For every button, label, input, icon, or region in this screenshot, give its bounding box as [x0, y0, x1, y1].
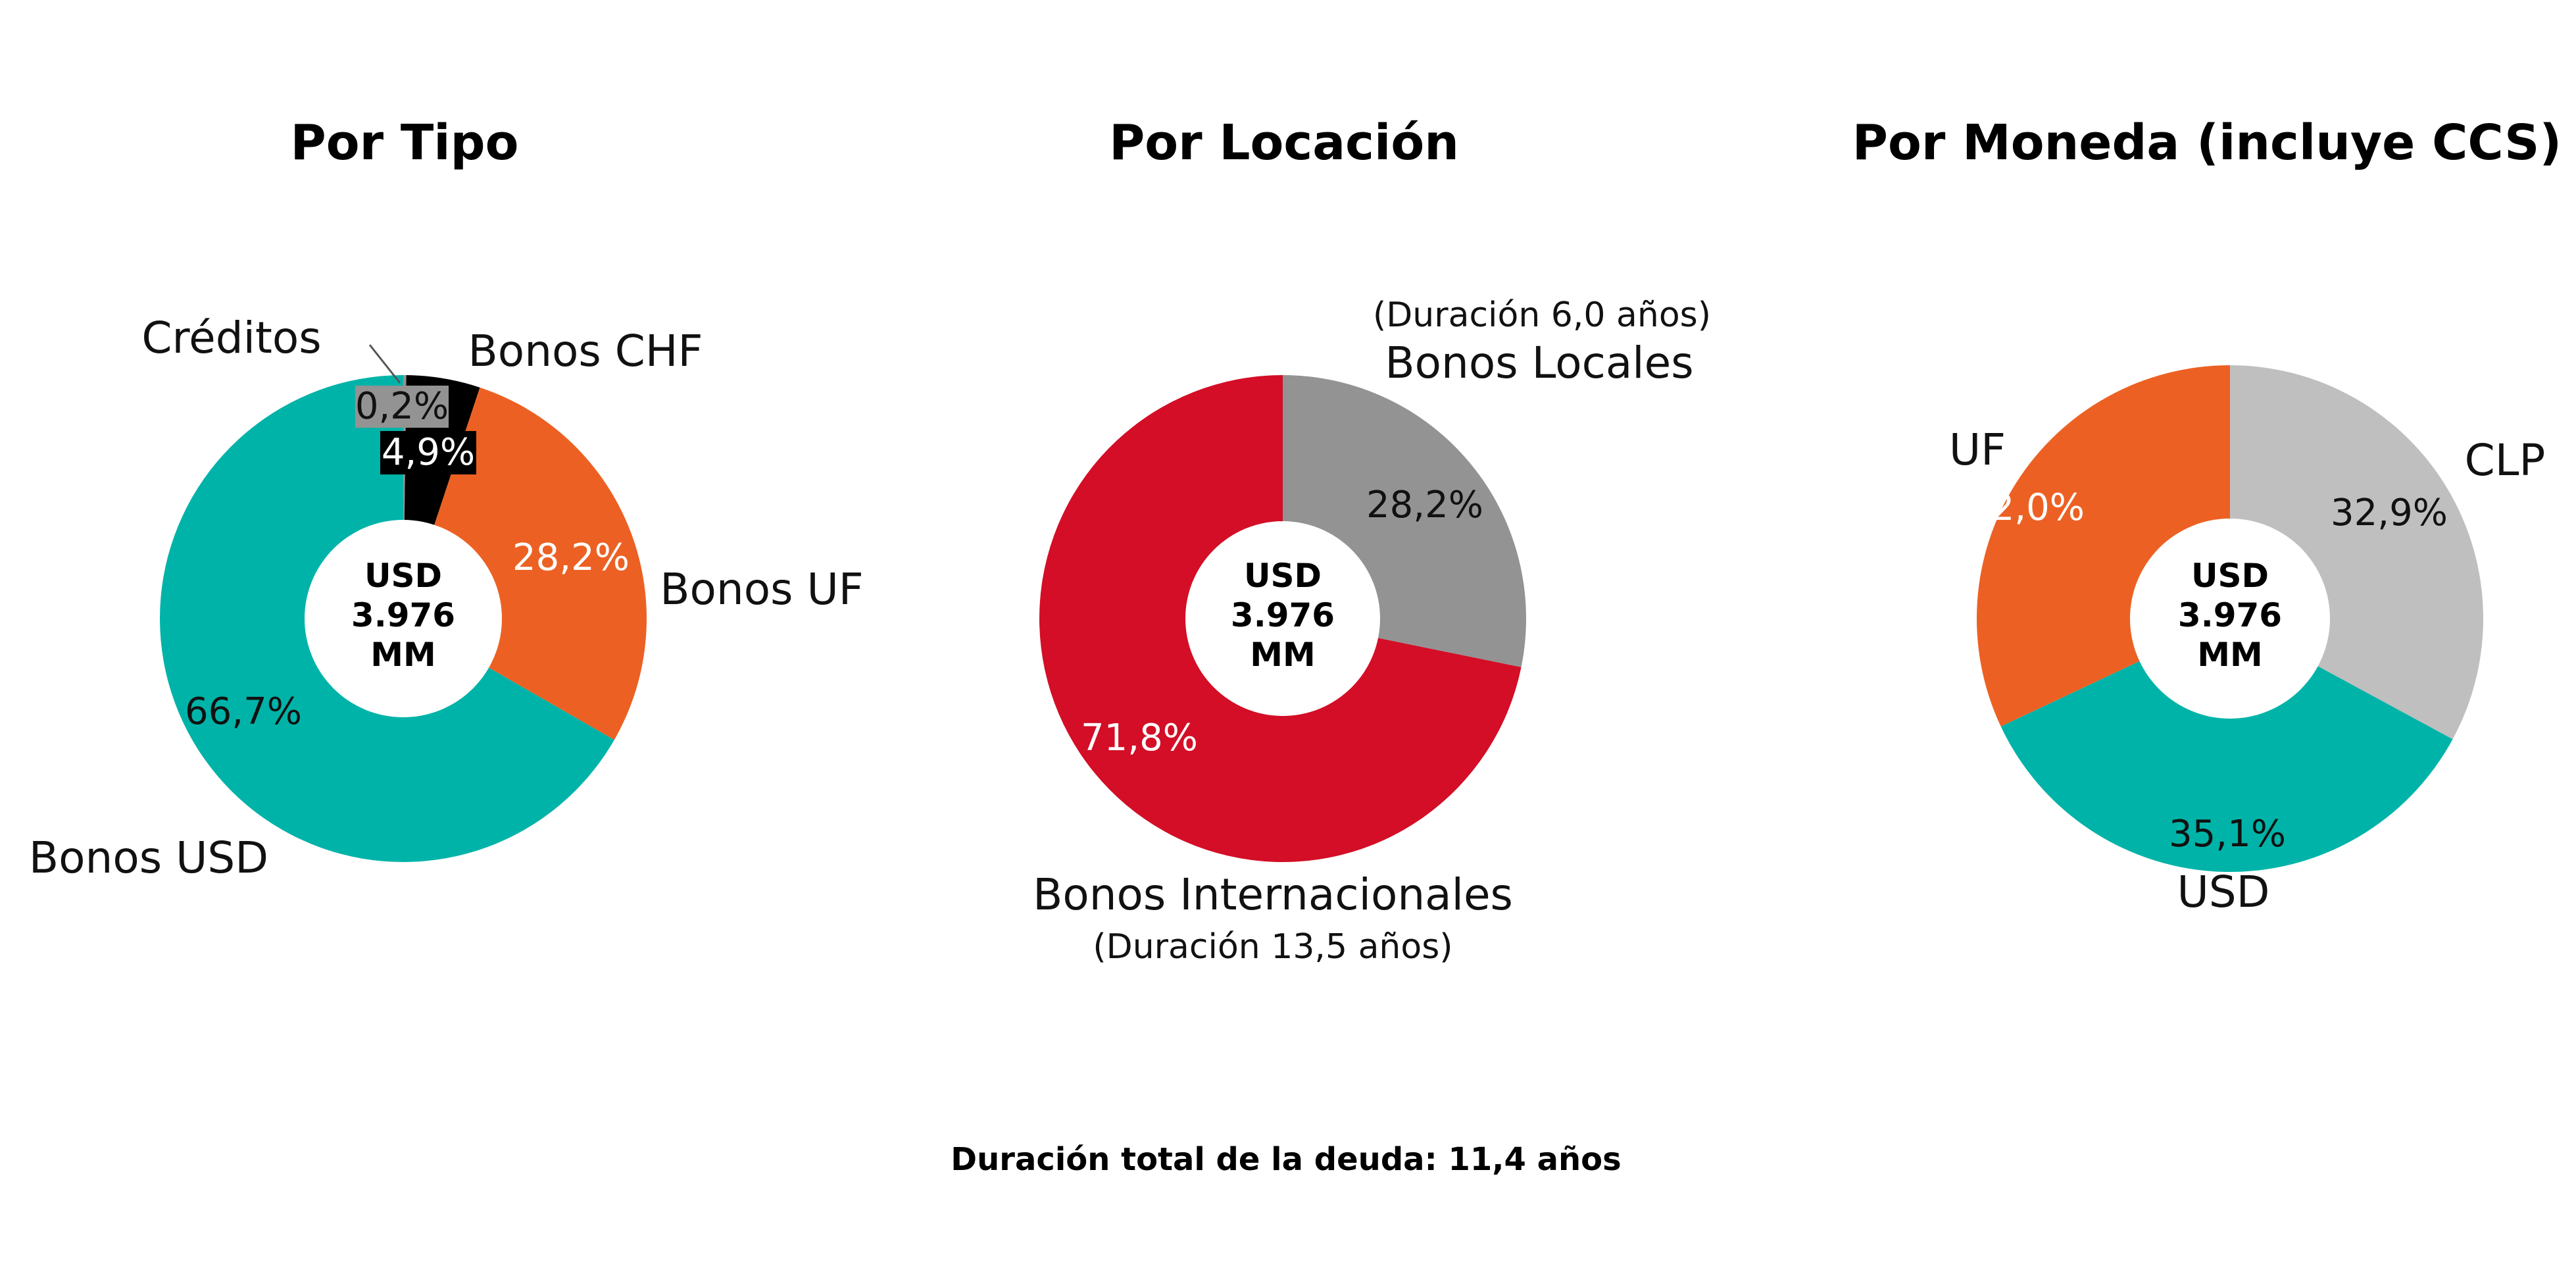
- label-bonos-uf: Bonos UF: [660, 564, 864, 615]
- donut-hole: [1185, 521, 1380, 716]
- center-line-2: 3.976: [1231, 596, 1335, 634]
- pct-label-bonos-locales: 28,2%: [1366, 484, 1483, 526]
- donut-hole: [305, 520, 502, 717]
- slice-usd: [2000, 619, 2453, 873]
- chart-title-locacion: Por Locación: [1109, 115, 1459, 171]
- pct-label-clp: 32,9%: [2331, 492, 2448, 534]
- center-line-3: MM: [370, 636, 436, 674]
- pct-label-bonos-usd: 66,7%: [185, 690, 302, 733]
- center-line-2: 3.976: [351, 596, 455, 634]
- pct-label-bonos-uf: 28,2%: [512, 536, 630, 579]
- chart-title-moneda: Por Moneda (incluye CCS): [1852, 115, 2562, 171]
- label-uf: UF: [1949, 424, 2006, 475]
- footer-total-duration: Duración total de la deuda: 11,4 años: [951, 1141, 1621, 1178]
- center-line-1: USD: [1244, 557, 1322, 595]
- pct-label-bonos-internacionales: 71,8%: [1081, 717, 1198, 759]
- pct-label-bonos-chf: 4,9%: [382, 431, 475, 474]
- center-total-locacion: USD 3.976 MM: [1231, 557, 1335, 674]
- note-bonos-locales: (Duración 6,0 años): [1373, 295, 1711, 335]
- creditos-leader-line: [368, 344, 401, 384]
- center-line-1: USD: [2191, 557, 2269, 595]
- center-line-3: MM: [2197, 636, 2263, 674]
- label-bonos-internacionales: Bonos Internacionales: [1033, 869, 1513, 920]
- creditos-pct-box: [355, 386, 449, 428]
- pct-label-creditos: 0,2%: [355, 385, 449, 428]
- center-line-1: USD: [364, 557, 442, 595]
- center-total-tipo: USD 3.976 MM: [351, 557, 455, 674]
- center-total-moneda: USD 3.976 MM: [2178, 557, 2282, 674]
- label-creditos: Créditos: [141, 313, 321, 363]
- center-line-3: MM: [1250, 636, 1316, 674]
- note-bonos-internacionales: (Duración 13,5 años): [1093, 927, 1452, 967]
- label-clp: CLP: [2465, 435, 2546, 486]
- label-usd: USD: [2177, 867, 2269, 917]
- label-bonos-usd: Bonos USD: [29, 832, 268, 883]
- center-line-2: 3.976: [2178, 596, 2282, 634]
- pct-label-usd: 35,1%: [2169, 813, 2286, 855]
- label-bonos-chf: Bonos CHF: [468, 326, 703, 376]
- donut-locacion: [1039, 375, 1527, 862]
- chf-pct-box: [380, 431, 476, 474]
- chart-title-tipo: Por Tipo: [291, 115, 519, 171]
- label-bonos-locales: Bonos Locales: [1385, 338, 1693, 388]
- donut-moneda: [1976, 365, 2484, 873]
- pct-label-uf: 32,0%: [1968, 486, 2085, 529]
- donut-hole: [2130, 519, 2330, 719]
